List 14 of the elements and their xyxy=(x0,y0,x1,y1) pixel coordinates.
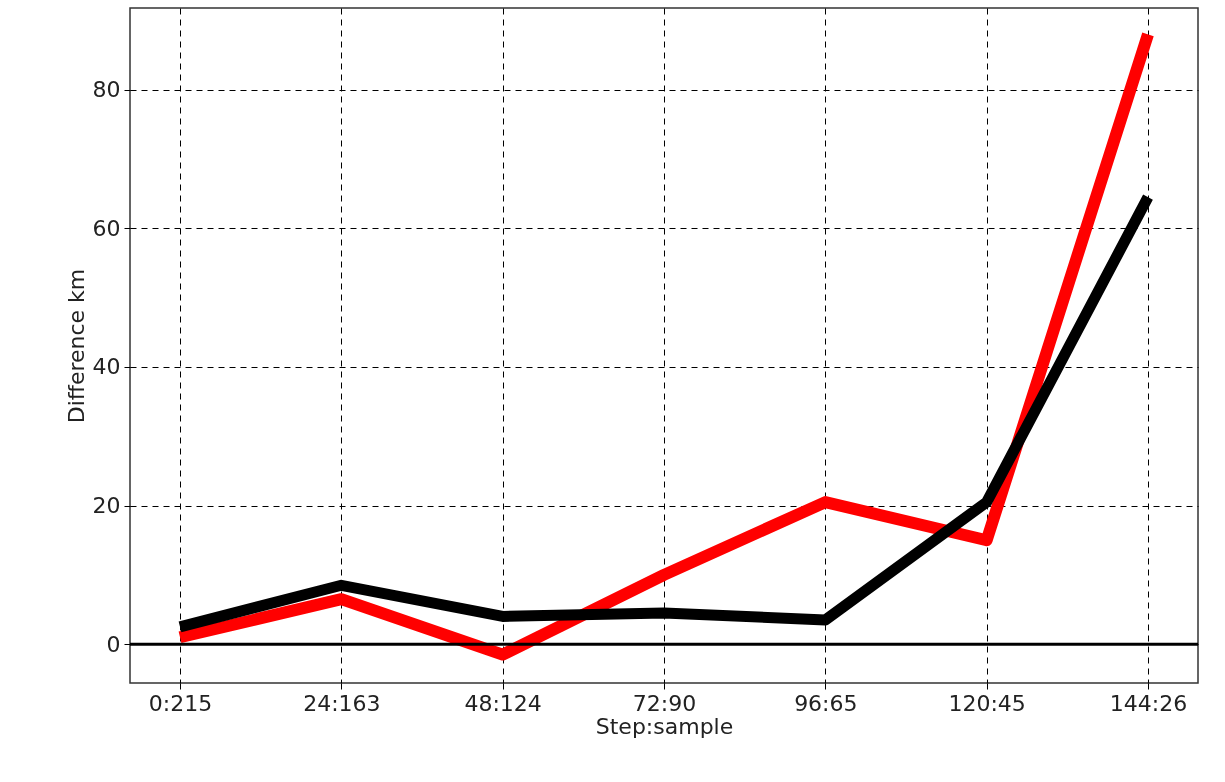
x-tick-label: 24:163 xyxy=(303,690,381,716)
x-axis-title: Step:sample xyxy=(595,713,734,739)
y-tick-label: 80 xyxy=(92,77,121,103)
x-tick-label: 48:124 xyxy=(464,690,542,716)
y-axis-title: Difference km xyxy=(63,268,89,424)
x-tick-label: 120:45 xyxy=(948,690,1026,716)
x-tick-label: 72:90 xyxy=(632,690,697,716)
x-tick-label: 0:215 xyxy=(148,690,213,716)
y-tick-label: 40 xyxy=(92,354,121,380)
y-tick-label: 60 xyxy=(92,215,121,241)
x-tick-label: 96:65 xyxy=(794,690,858,716)
y-tick-label: 20 xyxy=(92,493,121,519)
x-tick-label: 144:26 xyxy=(1109,690,1188,716)
y-tick-label: 0 xyxy=(106,631,121,657)
